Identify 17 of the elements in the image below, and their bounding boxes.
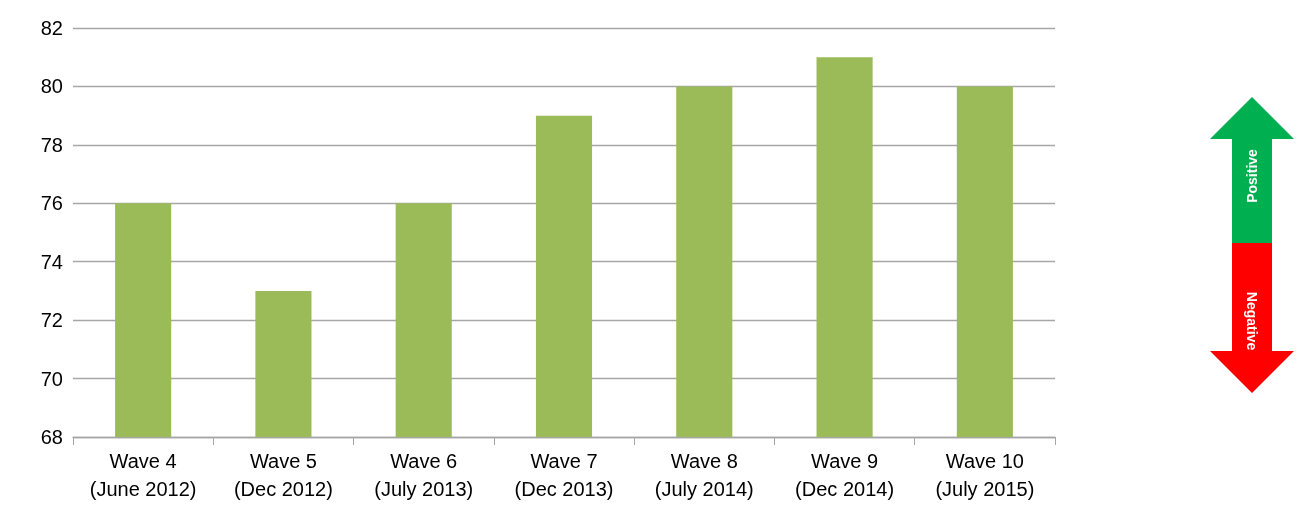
y-tick-label: 72 [40, 309, 63, 332]
y-tick-label: 78 [40, 133, 63, 156]
y-tick-label: 76 [40, 192, 63, 215]
x-tick-label: Wave 7 (Dec 2013) [514, 450, 614, 500]
x-tick-label: Wave 10 (July 2015) [935, 450, 1035, 500]
y-tick-label: 70 [40, 367, 63, 390]
y-tick-label: 80 [40, 75, 63, 98]
text: Negative [1244, 291, 1260, 351]
x-tick-label: Wave 8 (July 2014) [654, 450, 754, 500]
x-tick-label: Wave 4 (June 2012) [89, 450, 197, 500]
x-tick-label: Wave 9 (Dec 2014) [795, 450, 895, 500]
x-tick-label: Wave 6 (July 2013) [374, 450, 474, 500]
y-tick-label: 82 [40, 17, 63, 39]
y-tick-label: 74 [40, 250, 63, 273]
text: Positive [1244, 149, 1260, 203]
x-tick-label: Wave 5 (Dec 2012) [233, 450, 333, 500]
y-tick-label: 68 [40, 426, 63, 448]
